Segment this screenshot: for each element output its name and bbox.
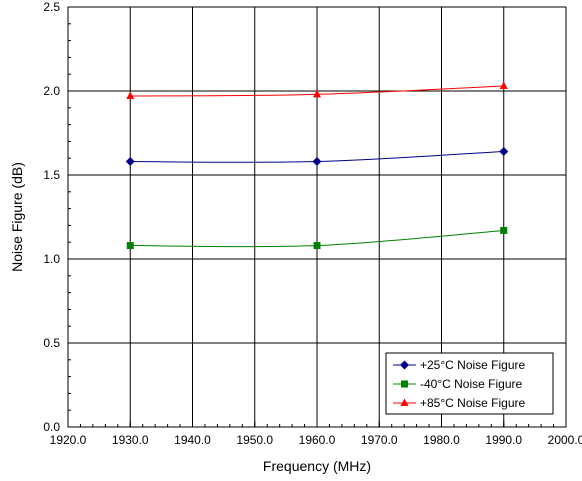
data-point [313, 242, 321, 250]
y-tick-label: 2.5 [43, 0, 60, 14]
legend: +25°C Noise Figure -40°C Noise Figure +85°… [385, 352, 554, 415]
data-point [126, 242, 134, 250]
y-tick-label: 0.5 [43, 336, 60, 350]
legend-label: -40°C Noise Figure [420, 377, 522, 391]
y-tick-label: 2.0 [43, 84, 60, 98]
data-point [500, 226, 508, 234]
legend-label: +25°C Noise Figure [420, 358, 526, 372]
x-tick-label: 1960.0 [299, 433, 336, 447]
data-point [126, 91, 135, 100]
x-axis-ticks: 1920.0 1930.0 1940.0 1950.0 1960.0 1970.0 1980… [50, 421, 582, 447]
x-tick-label: 1950.0 [236, 433, 273, 447]
x-tick-label: 1930.0 [112, 433, 149, 447]
y-axis-ticks: 0.0 0.5 1.0 1.5 2.0 2.5 [43, 0, 74, 434]
data-point [125, 157, 135, 167]
y-axis-title: Noise Figure (dB) [9, 162, 25, 272]
x-tick-label: 1990.0 [485, 433, 522, 447]
x-tick-label: 1980.0 [423, 433, 460, 447]
y-tick-label: 1.0 [43, 252, 60, 266]
data-point [499, 81, 508, 89]
data-point [313, 89, 321, 98]
data-point [499, 146, 509, 156]
x-tick-label: 1940.0 [174, 433, 211, 447]
legend-marker [400, 398, 409, 406]
x-tick-label: 1920.0 [50, 433, 87, 447]
legend-marker [400, 360, 409, 370]
y-tick-label: 1.5 [43, 168, 60, 182]
series-layer [125, 81, 509, 250]
data-point [312, 157, 322, 167]
x-tick-label: 2000.0 [548, 433, 582, 447]
y-tick-label: 0.0 [43, 420, 60, 434]
legend-label: +85°C Noise Figure [420, 396, 526, 410]
x-tick-label: 1970.0 [361, 433, 398, 447]
x-axis-title: Frequency (MHz) [263, 458, 371, 474]
legend-marker [401, 380, 408, 388]
